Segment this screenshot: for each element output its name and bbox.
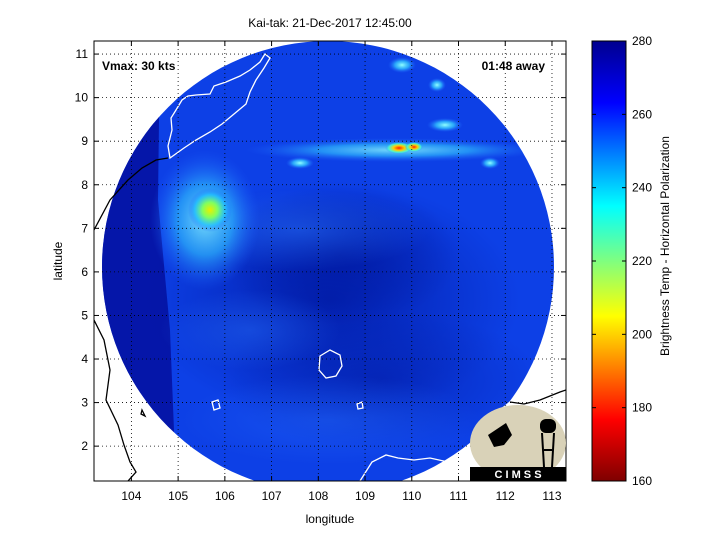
colorbar-gradient [591, 40, 627, 482]
colorbar-label: Brightness Temp - Horizontal Polarizatio… [658, 136, 672, 356]
x-tick-label: 109 [355, 489, 375, 503]
plot-area: 104 105 106 107 108 109 110 111 112 113 2 3 4 5 6 7 8 9 1… [51, 40, 567, 526]
colorbar-tick-label: 160 [632, 474, 652, 488]
y-tick-label: 8 [81, 178, 88, 192]
y-tick-label: 2 [81, 439, 88, 453]
x-tick-label: 106 [215, 489, 235, 503]
coastline-malay-peninsula [94, 319, 137, 481]
y-tick-label: 9 [81, 134, 88, 148]
x-tick-label: 108 [308, 489, 328, 503]
x-tick-label: 113 [542, 489, 561, 503]
x-tick-label: 111 [449, 489, 468, 503]
axes-frame [93, 40, 567, 482]
swath-image [102, 41, 554, 481]
colorbar-tick-label: 280 [632, 34, 652, 48]
cimss-logo: C I M S S [470, 405, 566, 481]
x-tick-label: 104 [121, 489, 141, 503]
coastline-mekong [94, 157, 169, 231]
coastline-islet [356, 401, 364, 410]
colorbar-tick-label: 200 [632, 327, 652, 341]
coastline-vietnam-south [167, 53, 271, 160]
logo-text: C I M S S [494, 469, 541, 481]
y-tick-label: 11 [76, 47, 89, 61]
y-tick-label: 4 [81, 352, 88, 366]
colorbar-tick-label: 220 [632, 254, 652, 268]
y-tick-label: 3 [81, 396, 88, 410]
y-axis-label: latitude [51, 241, 65, 280]
vmax-annotation: Vmax: 30 kts [102, 59, 176, 73]
grid [94, 41, 566, 481]
colorbar-tick-label: 240 [632, 181, 652, 195]
time-away-annotation: 01:48 away [482, 59, 546, 73]
x-tick-label: 112 [496, 489, 515, 503]
y-tick-label: 6 [81, 265, 88, 279]
coastline-borneo-outside [509, 389, 566, 405]
y-tick-label: 10 [75, 91, 89, 105]
coastline-anambas [211, 399, 221, 411]
chart-title: Kai-tak: 21-Dec-2017 12:45:00 [248, 16, 412, 30]
y-tick-label: 7 [81, 221, 88, 235]
coastline-small-island-west [140, 408, 147, 418]
colorbar: 160 180 200 220 240 260 280 Brightness Temp - … [591, 34, 672, 488]
colorbar-tick-label: 180 [632, 401, 652, 415]
x-tick-label: 107 [262, 489, 282, 503]
coastline-natuna-island [318, 349, 343, 379]
colorbar-tick-label: 260 [632, 107, 652, 121]
colorbar-ticks: 160 180 200 220 240 260 280 [592, 34, 652, 488]
satellite-dish-icon [488, 423, 512, 447]
y-ticks: 2 3 4 5 6 7 8 9 10 11 [75, 47, 566, 453]
y-tick-label: 5 [81, 308, 88, 322]
x-tick-label: 105 [168, 489, 188, 503]
x-axis-label: longitude [306, 512, 355, 526]
x-ticks: 104 105 106 107 108 109 110 111 112 113 [121, 41, 562, 503]
water-tower-icon [540, 419, 556, 433]
x-tick-label: 110 [402, 489, 421, 503]
